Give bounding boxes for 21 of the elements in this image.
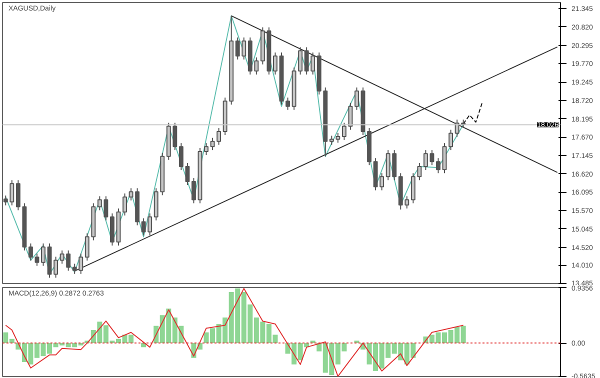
candlestick: [41, 242, 46, 266]
candlestick: [28, 242, 33, 262]
candlestick: [448, 129, 454, 151]
candlestick: [34, 253, 40, 266]
candlestick: [192, 178, 196, 204]
candlestick: [298, 46, 303, 76]
candlestick: [54, 256, 58, 278]
line-series: [462, 102, 483, 124]
candlestick: [178, 142, 184, 171]
candlestick: [122, 192, 127, 216]
candlestick: [417, 162, 422, 181]
candlestick: [204, 142, 208, 156]
candlestick: [216, 128, 222, 146]
candlestick: [410, 172, 416, 204]
candlestick: [436, 158, 440, 174]
candlestick: [354, 86, 359, 110]
candlestick: [185, 162, 190, 186]
candlestick: [286, 97, 290, 110]
candlestick: [442, 142, 447, 174]
candlestick: [273, 52, 278, 76]
candlestick: [210, 137, 215, 151]
